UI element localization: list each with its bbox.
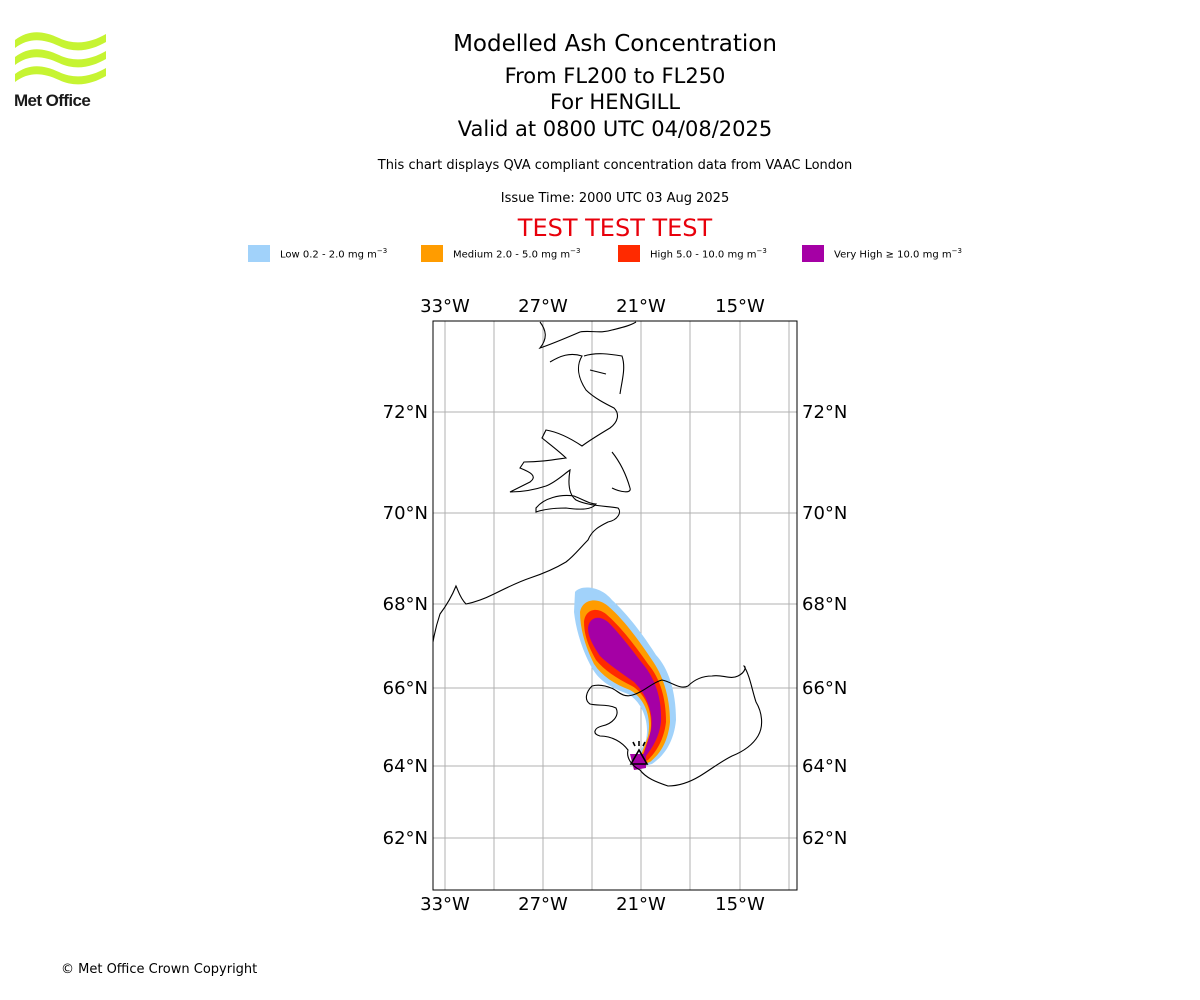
map-grid: [433, 321, 797, 890]
lon-label: 27°W: [518, 894, 568, 915]
lat-label: 64°N: [383, 756, 428, 777]
greenland-island: [535, 494, 598, 513]
lon-label: 21°W: [616, 296, 666, 317]
lat-label: 66°N: [383, 678, 428, 699]
volcano-name: For HENGILL: [549, 90, 681, 114]
met-office-logo: Met Office: [14, 30, 109, 112]
lat-label: 62°N: [383, 828, 428, 849]
legend-label-high: High 5.0 - 10.0 mg m: [650, 249, 757, 261]
chart-title: Modelled Ash Concentration: [453, 31, 777, 57]
ash-plume: [574, 587, 676, 770]
legend-unit-exponent: −3: [376, 247, 388, 255]
legend-label-very-high: Very High ≥ 10.0 mg m: [834, 249, 952, 261]
lon-label: 33°W: [420, 894, 470, 915]
flight-levels: From FL200 to FL250: [504, 64, 726, 88]
lat-label: 70°N: [802, 503, 847, 524]
map-area: [433, 321, 797, 890]
lon-labels-bottom: 33°W 27°W 21°W 15°W: [420, 894, 765, 915]
lat-label: 68°N: [383, 594, 428, 615]
legend-label-low: Low 0.2 - 2.0 mg m: [280, 249, 377, 261]
greenland-coastline: [433, 321, 637, 643]
lat-label: 72°N: [802, 402, 847, 423]
issue-time: Issue Time: 2000 UTC 03 Aug 2025: [500, 191, 730, 206]
lon-label: 33°W: [420, 296, 470, 317]
lat-label: 72°N: [383, 402, 428, 423]
iceland-coastline: [585, 665, 763, 787]
legend-swatch-high: [618, 245, 640, 262]
ash-contour-very-high: [588, 617, 662, 760]
valid-time: Valid at 0800 UTC 04/08/2025: [457, 117, 773, 141]
logo-text: Met Office: [14, 91, 91, 110]
greenland-fjord-1: [583, 353, 625, 395]
test-banner: TEST TEST TEST: [517, 214, 713, 242]
lat-labels-left: 72°N 70°N 68°N 66°N 64°N 62°N: [383, 402, 428, 849]
greenland-fjord-2: [611, 451, 631, 493]
lat-label: 70°N: [383, 503, 428, 524]
legend-swatch-medium: [421, 245, 443, 262]
coastlines: [433, 321, 763, 787]
qva-note: This chart displays QVA compliant concen…: [377, 158, 853, 173]
lat-label: 68°N: [802, 594, 847, 615]
lat-label: 66°N: [802, 678, 847, 699]
legend-unit-exponent: −3: [756, 247, 767, 255]
legend-label-medium: Medium 2.0 - 5.0 mg m: [453, 249, 571, 261]
legend-unit-exponent: −3: [951, 247, 962, 255]
legend-swatch-very-high: [802, 245, 824, 262]
lon-label: 15°W: [715, 894, 765, 915]
lon-label: 15°W: [715, 296, 765, 317]
legend-unit-exponent: −3: [570, 247, 581, 255]
volcano-icon: [629, 741, 649, 765]
legend-swatch-low: [248, 245, 270, 262]
lat-label: 64°N: [802, 756, 847, 777]
lat-labels-right: 72°N 70°N 68°N 66°N 64°N 62°N: [802, 402, 847, 849]
lon-label: 27°W: [518, 296, 568, 317]
lat-label: 62°N: [802, 828, 847, 849]
map-frame: [432, 320, 798, 891]
lon-label: 21°W: [616, 894, 666, 915]
lon-labels-top: 33°W 27°W 21°W 15°W: [420, 296, 765, 317]
legend: Low 0.2 - 2.0 mg m−3 Medium 2.0 - 5.0 mg…: [0, 244, 1200, 264]
met-office-wave-icon: [15, 32, 106, 85]
copyright: © Met Office Crown Copyright: [61, 962, 258, 977]
